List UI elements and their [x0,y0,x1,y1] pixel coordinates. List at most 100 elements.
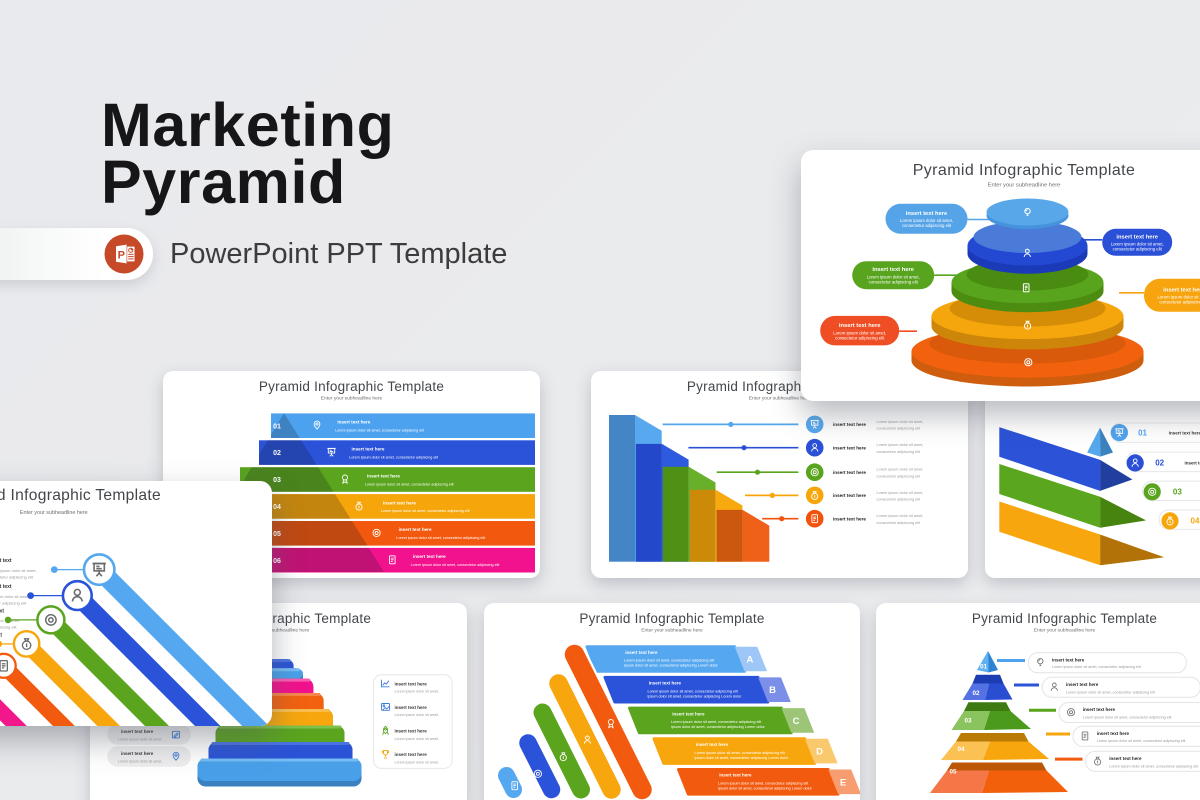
svg-text:consectetur adipiscing elit: consectetur adipiscing elit [877,450,921,454]
svg-text:insert text here: insert text here [1052,658,1085,663]
svg-text:consectetur adipiscing elit: consectetur adipiscing elit [1159,299,1200,304]
svg-text:Lorem ipsum dolor sit amet, co: Lorem ipsum dolor sit amet, consectetur … [396,536,485,540]
svg-text:insert text here: insert text here [413,554,446,559]
svg-text:Pyramid Infographic Template: Pyramid Infographic Template [0,487,161,504]
svg-text:Lorem ipsum dolor sit amet,: Lorem ipsum dolor sit amet, [118,737,162,741]
svg-text:consectetur adipiscing elit: consectetur adipiscing elit [0,600,27,605]
svg-text:Enter your subheadline here: Enter your subheadline here [1034,628,1096,634]
svg-text:Lorem ipsum dolor sit amet,: Lorem ipsum dolor sit amet, [877,514,924,518]
svg-text:ipsum dolor sit amet, consecte: ipsum dolor sit amet, consectetur adipis… [624,664,719,668]
svg-text:Lorem ipsum dolor sit amet,: Lorem ipsum dolor sit amet, [1157,294,1200,299]
svg-text:03: 03 [964,718,972,725]
svg-text:Lorem ipsum dolor sit amet,: Lorem ipsum dolor sit amet, [877,491,924,495]
svg-text:insert text here: insert text here [337,420,370,425]
svg-text:04: 04 [1190,517,1199,526]
svg-text:ipsum dolor sit amet, consecte: ipsum dolor sit amet, consectetur adipis… [695,756,790,760]
svg-text:04: 04 [957,746,965,753]
svg-text:Lorem ipsum dolor sit amet,: Lorem ipsum dolor sit amet, [866,274,919,279]
svg-text:insert text: insert text [0,608,4,614]
svg-text:Enter your subheadline here: Enter your subheadline here [20,510,88,516]
svg-text:04: 04 [273,504,281,511]
svg-text:Lorem ipsum dolor sit amet, co: Lorem ipsum dolor sit amet, consectetur … [1109,764,1198,768]
svg-text:insert text here: insert text here [352,447,385,452]
svg-text:02: 02 [1155,459,1164,468]
svg-text:insert text here: insert text here [1168,430,1200,435]
svg-text:Lorem ipsum dolor sit amet, co: Lorem ipsum dolor sit amet, consectetur … [349,455,438,459]
svg-text:Lorem ipsum dolor sit amet, co: Lorem ipsum dolor sit amet, consectetur … [335,429,424,433]
svg-text:Lorem ipsum dolor sit amet,: Lorem ipsum dolor sit amet, [394,761,438,765]
svg-text:Lorem ipsum dolor sit amet,: Lorem ipsum dolor sit amet, [877,443,924,447]
svg-text:insert text here: insert text here [838,323,880,329]
svg-text:Lorem ipsum dolor sit amet,: Lorem ipsum dolor sit amet, [899,218,952,223]
svg-text:01: 01 [273,423,281,430]
svg-text:Enter your subheadline here: Enter your subheadline here [321,396,383,402]
svg-text:Lorem ipsum dolor sit amet, co: Lorem ipsum dolor sit amet, consectetur … [1066,690,1155,694]
svg-text:insert text here: insert text here [649,681,682,686]
svg-text:Lorem ipsum dolor sit amet,: Lorem ipsum dolor sit amet, [833,330,886,335]
svg-text:03: 03 [273,477,281,484]
svg-text:Lorem ipsum dolor sit amet, co: Lorem ipsum dolor sit amet, consectetur … [411,563,500,567]
svg-text:insert text here: insert text here [394,681,427,686]
svg-text:Enter your subheadline here: Enter your subheadline here [641,628,703,634]
svg-text:06: 06 [273,558,281,565]
svg-text:insert text here: insert text here [1184,461,1200,466]
svg-text:Lorem ipsum dolor sit amet,: Lorem ipsum dolor sit amet, [118,759,162,763]
svg-text:insert text here: insert text here [1066,682,1099,687]
svg-text:insert text here: insert text here [672,711,705,716]
svg-text:consectetur adipiscing elit: consectetur adipiscing elit [877,427,921,431]
svg-text:Lorem ipsum dolor sit amet,: Lorem ipsum dolor sit amet, [877,468,924,472]
svg-text:02: 02 [273,450,281,457]
svg-text:insert text here: insert text here [833,493,866,498]
svg-text:insert text here: insert text here [1109,756,1142,761]
svg-text:Lorem ipsum dolor sit amet, co: Lorem ipsum dolor sit amet, consectetur … [365,482,454,486]
svg-text:Lorem ipsum dolor sit amet,: Lorem ipsum dolor sit amet, [394,690,438,694]
svg-text:Lorem ipsum dolor sit amet,: Lorem ipsum dolor sit amet, [0,568,37,573]
svg-text:Lorem ipsum dolor sit amet, co: Lorem ipsum dolor sit amet, consectetur … [1097,739,1186,743]
svg-text:insert text here: insert text here [1163,287,1200,293]
svg-text:Lorem ipsum dolor sit amet,: Lorem ipsum dolor sit amet, [1110,241,1163,246]
svg-text:consectetur adipiscing elit: consectetur adipiscing elit [0,574,34,579]
svg-text:insert text here: insert text here [625,650,658,655]
svg-text:insert text here: insert text here [833,422,866,427]
svg-text:Enter your subheadline here: Enter your subheadline here [749,396,811,402]
svg-text:insert text here: insert text here [833,517,866,522]
svg-text:Lorem ipsum dolor sit amet,: Lorem ipsum dolor sit amet, [394,737,438,741]
svg-text:Lorem ipsum dolor sit amet, co: Lorem ipsum dolor sit amet, consectetur … [718,782,809,786]
svg-text:consectetur adipiscing elit: consectetur adipiscing elit [877,521,921,525]
svg-text:insert text: insert text [0,558,12,564]
svg-text:consectetur adipiscing elit: consectetur adipiscing elit [877,498,921,502]
svg-text:insert text here: insert text here [833,446,866,451]
svg-text:Lorem ipsum dolor sit amet, co: Lorem ipsum dolor sit amet, consectetur … [624,659,715,663]
svg-text:insert text here: insert text here [121,729,154,734]
svg-text:insert text here: insert text here [696,742,729,747]
svg-text:Lorem ipsum dolor sit amet,: Lorem ipsum dolor sit amet, [394,713,438,717]
svg-text:Lorem ipsum dolor sit amet, co: Lorem ipsum dolor sit amet, consectetur … [1083,716,1172,720]
svg-text:insert text here: insert text here [1116,234,1158,240]
svg-text:Lorem ipsum dolor sit amet,: Lorem ipsum dolor sit amet, [0,594,30,599]
svg-text:ipsum dolor sit amet, consecte: ipsum dolor sit amet, consectetur adipis… [671,725,766,729]
svg-text:B: B [769,685,776,696]
svg-text:D: D [816,747,823,758]
svg-text:05: 05 [273,531,281,538]
svg-text:insert text here: insert text here [121,751,154,756]
svg-text:P: P [118,250,125,262]
svg-text:insert text here: insert text here [872,267,914,273]
svg-text:consectetur adipiscing elit: consectetur adipiscing elit [901,223,951,228]
svg-text:insert text here: insert text here [719,773,752,778]
svg-text:Pyramid Infographic Template: Pyramid Infographic Template [912,162,1135,179]
svg-text:consectetur adipiscing elit: consectetur adipiscing elit [868,279,918,284]
svg-text:C: C [793,716,800,727]
svg-text:insert text here: insert text here [394,729,427,734]
svg-text:Pyramid Infographic Template: Pyramid Infographic Template [579,611,764,626]
svg-text:A: A [746,655,753,666]
svg-text:insert text here: insert text here [394,705,427,710]
svg-text:Pyramid Infographic Template: Pyramid Infographic Template [259,379,444,394]
svg-text:insert text here: insert text here [1083,707,1116,712]
svg-text:Lorem ipsum dolor sit amet, co: Lorem ipsum dolor sit amet, consectetur … [671,720,762,724]
svg-text:consectetur adipiscing elit: consectetur adipiscing elit [877,474,921,478]
svg-text:Lorem ipsum dolor sit amet, co: Lorem ipsum dolor sit amet, consectetur … [695,751,786,755]
svg-text:01: 01 [980,664,988,671]
svg-text:Lorem ipsum dolor sit amet, co: Lorem ipsum dolor sit amet, consectetur … [648,689,739,693]
svg-text:02: 02 [972,690,980,697]
svg-text:Pyramid Infographic Template: Pyramid Infographic Template [972,611,1157,626]
